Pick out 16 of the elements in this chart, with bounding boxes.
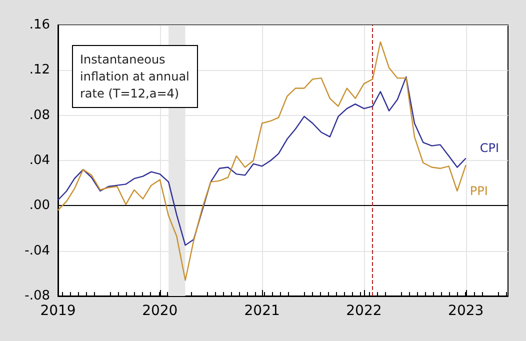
y-tick-label: .16 — [29, 18, 50, 32]
y-tick-label: .00 — [29, 198, 50, 214]
series-label: CPI — [480, 141, 500, 156]
x-tick-label: 2019 — [40, 303, 76, 319]
x-tick-label: 2021 — [244, 303, 280, 319]
y-tick-label: .12 — [29, 62, 50, 78]
y-tick-label: .04 — [29, 153, 50, 168]
x-tick-label: 2020 — [142, 303, 178, 319]
line-series — [57, 41, 466, 281]
y-tick-label: -.04 — [24, 243, 50, 258]
x-tick-label: 2023 — [448, 303, 484, 319]
x-tick-label: 2022 — [346, 303, 382, 319]
series-label: PPI — [470, 184, 488, 198]
y-tick-label: -.08 — [24, 288, 50, 304]
y-tick-label: .08 — [29, 108, 50, 123]
annotation: Instantaneous inflation at annual rate (T=12,a=4) — [80, 52, 190, 100]
